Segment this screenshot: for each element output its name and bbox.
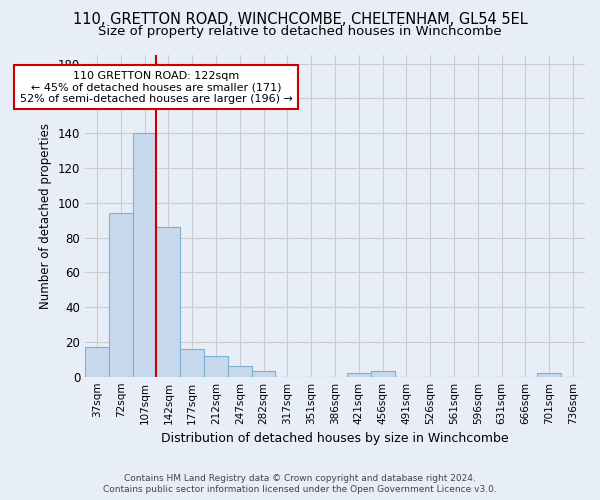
Bar bbox=[251, 372, 275, 376]
Text: 110, GRETTON ROAD, WINCHCOMBE, CHELTENHAM, GL54 5EL: 110, GRETTON ROAD, WINCHCOMBE, CHELTENHA… bbox=[73, 12, 527, 28]
Bar bbox=[371, 372, 395, 376]
X-axis label: Distribution of detached houses by size in Winchcombe: Distribution of detached houses by size … bbox=[161, 432, 509, 445]
Bar bbox=[133, 133, 157, 376]
Bar bbox=[85, 347, 109, 376]
Text: Contains HM Land Registry data © Crown copyright and database right 2024.
Contai: Contains HM Land Registry data © Crown c… bbox=[103, 474, 497, 494]
Bar bbox=[228, 366, 251, 376]
Y-axis label: Number of detached properties: Number of detached properties bbox=[39, 123, 52, 309]
Text: 110 GRETTON ROAD: 122sqm
← 45% of detached houses are smaller (171)
52% of semi-: 110 GRETTON ROAD: 122sqm ← 45% of detach… bbox=[20, 70, 293, 104]
Bar bbox=[538, 373, 561, 376]
Bar bbox=[347, 373, 371, 376]
Bar bbox=[204, 356, 228, 376]
Bar bbox=[157, 227, 180, 376]
Bar bbox=[180, 349, 204, 376]
Bar bbox=[109, 213, 133, 376]
Text: Size of property relative to detached houses in Winchcombe: Size of property relative to detached ho… bbox=[98, 25, 502, 38]
